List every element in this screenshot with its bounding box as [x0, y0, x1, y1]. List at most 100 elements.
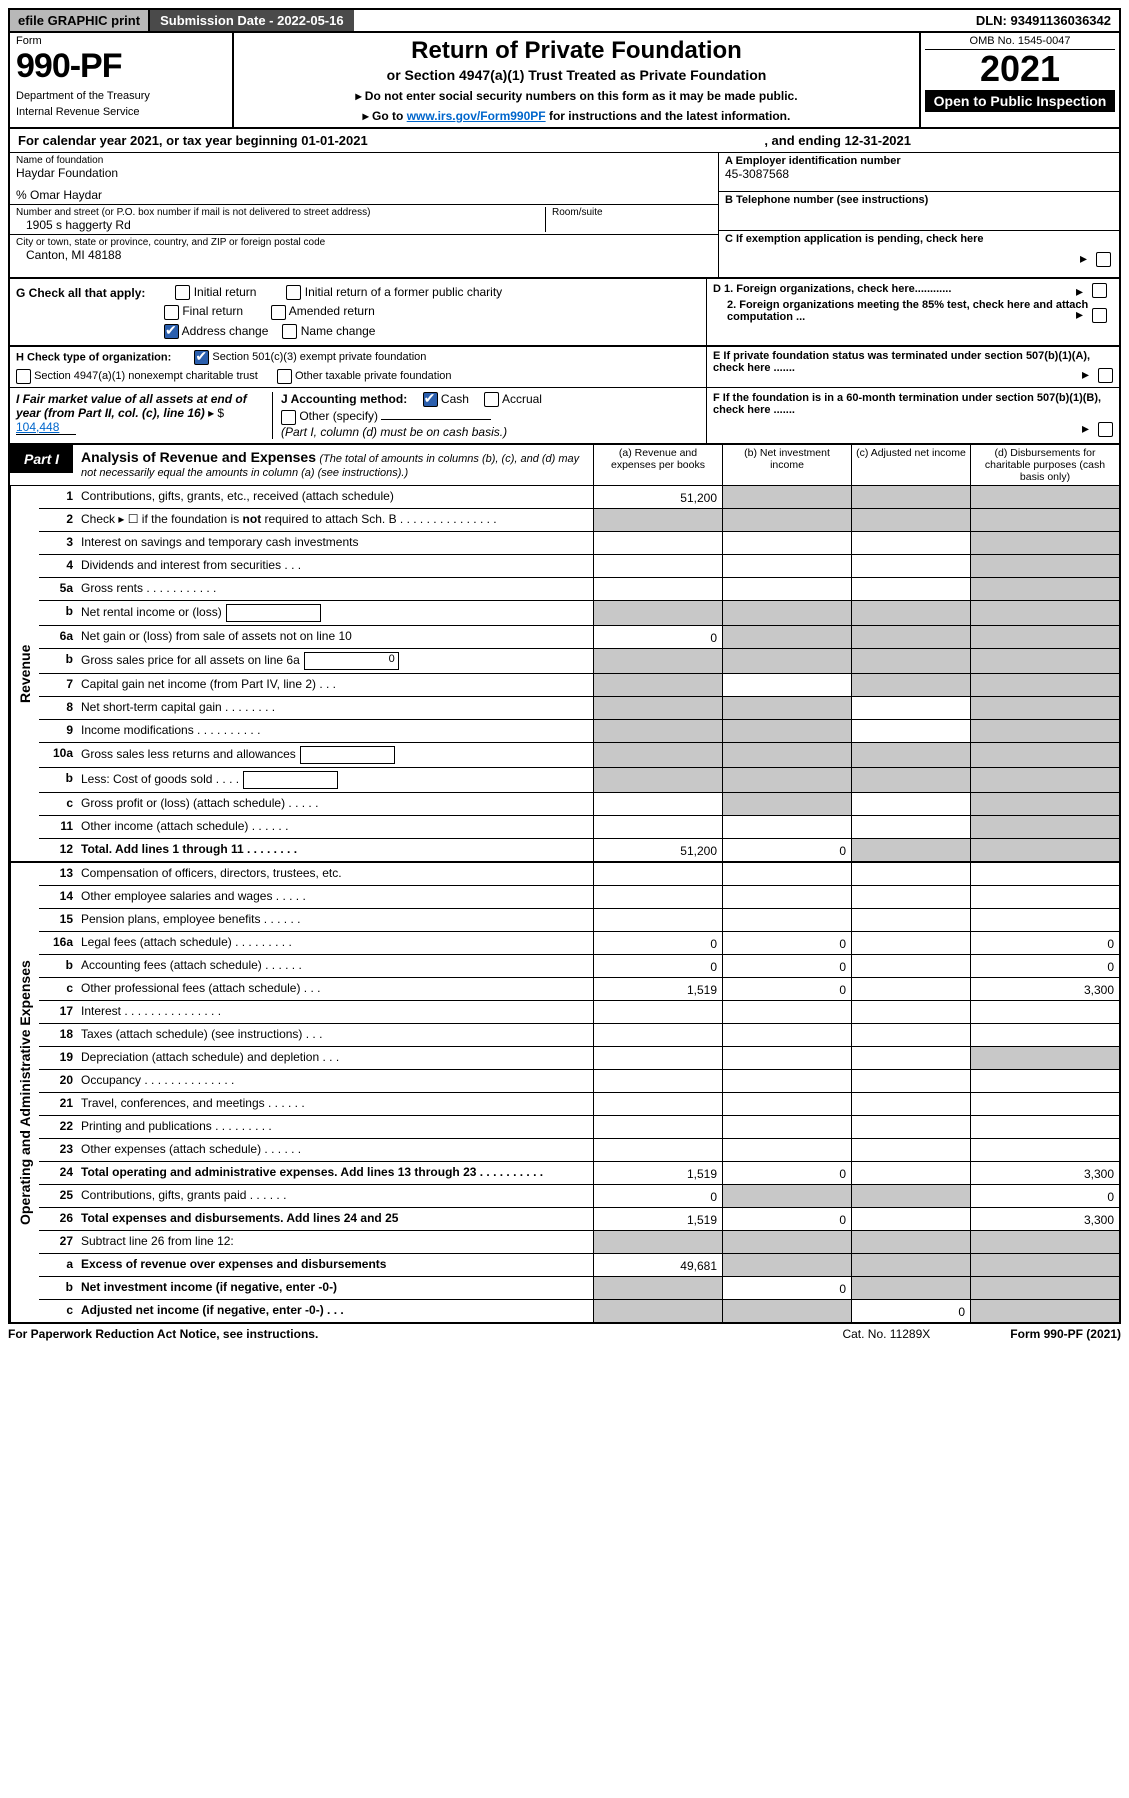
- instr-2-link[interactable]: www.irs.gov/Form990PF: [407, 109, 546, 123]
- line-description: Net investment income (if negative, ente…: [79, 1277, 593, 1299]
- line-description: Other professional fees (attach schedule…: [79, 978, 593, 1000]
- inset-value: [243, 771, 338, 789]
- initial-return-cb[interactable]: [175, 285, 190, 300]
- line-number: 15: [39, 909, 79, 931]
- cell: [851, 486, 970, 508]
- i-prefix: ▸ $: [208, 406, 224, 420]
- final-return-cb[interactable]: [164, 305, 179, 320]
- initial-public-cb[interactable]: [286, 285, 301, 300]
- address-change-cb[interactable]: [164, 324, 179, 339]
- cell: [593, 601, 722, 625]
- cell: [593, 509, 722, 531]
- address-change-lbl: Address change: [182, 324, 269, 338]
- cell: [722, 886, 851, 908]
- cell: [851, 839, 970, 861]
- calendar-year-row: For calendar year 2021, or tax year begi…: [8, 129, 1121, 153]
- cell: [593, 532, 722, 554]
- table-row: 5aGross rents . . . . . . . . . . .: [39, 578, 1119, 601]
- c-label: C If exemption application is pending, c…: [725, 233, 984, 245]
- cell: [722, 816, 851, 838]
- c-checkbox[interactable]: [1096, 252, 1111, 267]
- d2-row: 2. Foreign organizations meeting the 85%…: [713, 299, 1113, 323]
- cell: [593, 1047, 722, 1069]
- line-description: Total expenses and disbursements. Add li…: [79, 1208, 593, 1230]
- cell: [722, 909, 851, 931]
- line-description: Other employee salaries and wages . . . …: [79, 886, 593, 908]
- j-cash-cb[interactable]: [423, 392, 438, 407]
- table-row: 16aLegal fees (attach schedule) . . . . …: [39, 932, 1119, 955]
- cell: 0: [593, 955, 722, 977]
- line-number: 23: [39, 1139, 79, 1161]
- line-number: 2: [39, 509, 79, 531]
- cell: [722, 1001, 851, 1023]
- line-description: Net short-term capital gain . . . . . . …: [79, 697, 593, 719]
- line-description: Excess of revenue over expenses and disb…: [79, 1254, 593, 1276]
- cell: [970, 743, 1119, 767]
- table-row: 20Occupancy . . . . . . . . . . . . . .: [39, 1070, 1119, 1093]
- cell: [722, 1024, 851, 1046]
- cell: 0: [970, 955, 1119, 977]
- cell: [722, 793, 851, 815]
- table-row: bNet investment income (if negative, ent…: [39, 1277, 1119, 1300]
- col-d-header: (d) Disbursements for charitable purpose…: [970, 445, 1119, 485]
- line-description: Dividends and interest from securities .…: [79, 555, 593, 577]
- dln: DLN: 93491136036342: [968, 10, 1119, 31]
- line-number: 27: [39, 1231, 79, 1253]
- cell: 0: [722, 1208, 851, 1230]
- j-accrual-cb[interactable]: [484, 392, 499, 407]
- i-value[interactable]: 104,448: [16, 420, 76, 435]
- h-e-block: H Check type of organization: Section 50…: [8, 347, 1121, 388]
- h-501c3-cb[interactable]: [194, 350, 209, 365]
- table-row: 10aGross sales less returns and allowanc…: [39, 743, 1119, 768]
- d1-checkbox[interactable]: [1092, 283, 1107, 298]
- cell: [851, 1070, 970, 1092]
- table-row: 11Other income (attach schedule) . . . .…: [39, 816, 1119, 839]
- cell: [722, 1093, 851, 1115]
- col-a-header: (a) Revenue and expenses per books: [593, 445, 722, 485]
- line-description: Subtract line 26 from line 12:: [79, 1231, 593, 1253]
- cell: 3,300: [970, 1162, 1119, 1184]
- j-other-cb[interactable]: [281, 410, 296, 425]
- cell: 51,200: [593, 486, 722, 508]
- revenue-side-label: Revenue: [10, 486, 39, 861]
- cell: [851, 1231, 970, 1253]
- line-description: Check ▸ ☐ if the foundation is not requi…: [79, 509, 593, 531]
- cell: [593, 768, 722, 792]
- cell: 0: [593, 1185, 722, 1207]
- address-row: Number and street (or P.O. box number if…: [10, 205, 718, 235]
- d2-checkbox[interactable]: [1092, 308, 1107, 323]
- cell: [722, 768, 851, 792]
- efile-print[interactable]: efile GRAPHIC print: [10, 10, 150, 31]
- h-4947-lbl: Section 4947(a)(1) nonexempt charitable …: [34, 370, 258, 382]
- cell: [851, 816, 970, 838]
- care-of: % Omar Haydar: [16, 188, 712, 202]
- form-header: Form 990-PF Department of the Treasury I…: [8, 33, 1121, 129]
- table-row: 24Total operating and administrative exp…: [39, 1162, 1119, 1185]
- name-label: Name of foundation: [16, 155, 712, 166]
- cell: [593, 1001, 722, 1023]
- line-description: Total operating and administrative expen…: [79, 1162, 593, 1184]
- subtitle: or Section 4947(a)(1) Trust Treated as P…: [242, 67, 911, 83]
- h-other-cb[interactable]: [277, 369, 292, 384]
- h-4947-cb[interactable]: [16, 369, 31, 384]
- form-id-block: Form 990-PF Department of the Treasury I…: [10, 33, 234, 127]
- addr-label: Number and street (or P.O. box number if…: [16, 207, 539, 218]
- table-row: 9Income modifications . . . . . . . . . …: [39, 720, 1119, 743]
- cell: [970, 532, 1119, 554]
- instr-2-pre: ▸ Go to: [363, 109, 407, 123]
- cell: [593, 816, 722, 838]
- cell: [722, 697, 851, 719]
- e-checkbox[interactable]: [1098, 368, 1113, 383]
- cell: [722, 863, 851, 885]
- g-check-line-3: Address change Name change: [164, 324, 700, 339]
- amended-return-cb[interactable]: [271, 305, 286, 320]
- cell: [722, 649, 851, 673]
- name-change-cb[interactable]: [282, 324, 297, 339]
- table-row: 25Contributions, gifts, grants paid . . …: [39, 1185, 1119, 1208]
- line-number: c: [39, 793, 79, 815]
- cell: [970, 793, 1119, 815]
- cell: [722, 555, 851, 577]
- line-number: 25: [39, 1185, 79, 1207]
- line-number: 11: [39, 816, 79, 838]
- f-checkbox[interactable]: [1098, 422, 1113, 437]
